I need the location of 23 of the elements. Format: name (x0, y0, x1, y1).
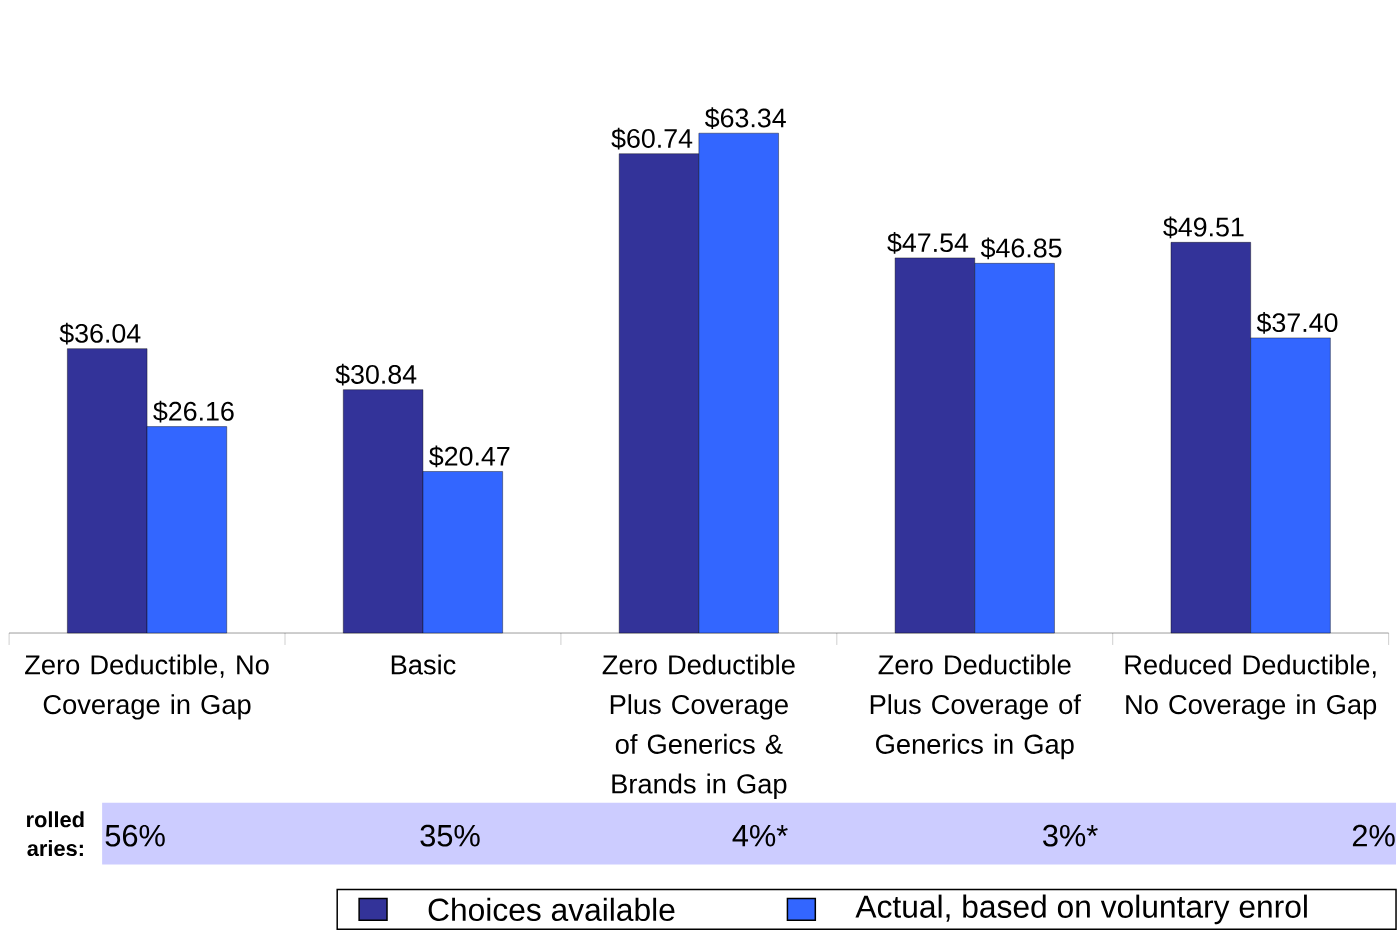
x-tick-label: Basic (391, 654, 456, 675)
text: 35% (420, 824, 480, 847)
text: 4%* (732, 824, 788, 847)
data-label: $37.40 (1256, 311, 1338, 334)
data-label: $47.54 (887, 231, 969, 254)
data-label: $49.51 (1163, 216, 1244, 238)
data-label: $30.84 (335, 363, 417, 386)
legend-label: Choices available (428, 897, 675, 921)
data-label: $36.04 (59, 322, 141, 345)
x-tick-label: Reduced Deductible, No Coverage in Gap (1125, 654, 1377, 720)
legend-label: Actual, based on voluntary enrol (855, 894, 1307, 925)
text: 3%* (1043, 824, 1098, 847)
x-tick-label: Zero Deductible Plus Coverage of Generics & Brands in Gap (602, 654, 795, 799)
data-label: $26.16 (153, 400, 234, 423)
text: rolled aries: (26, 811, 84, 856)
x-tick-label: Zero Deductible Plus Coverage of Generics in Gap (870, 654, 1081, 760)
data-label: $46.85 (980, 237, 1062, 259)
data-label: $20.47 (429, 445, 510, 468)
x-tick-label: Zero Deductible, No Coverage in Gap (25, 654, 269, 720)
text: 56% (105, 824, 165, 847)
data-label: $60.74 (611, 127, 693, 150)
data-label: $63.34 (704, 107, 786, 129)
text: 2% (1352, 824, 1395, 847)
